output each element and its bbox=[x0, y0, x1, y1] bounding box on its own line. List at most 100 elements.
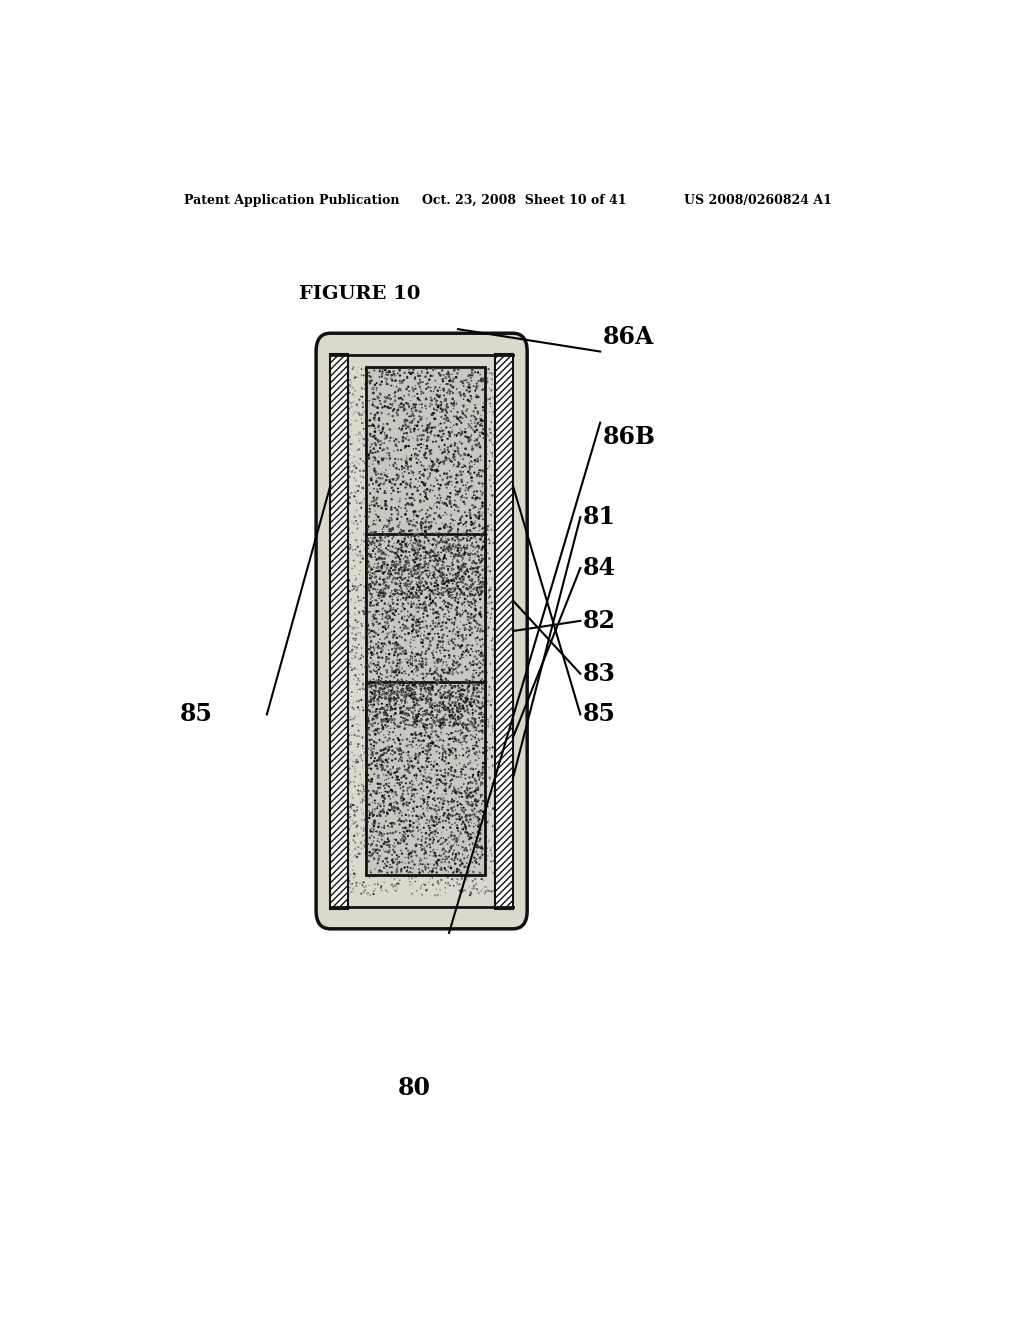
Point bbox=[410, 558, 426, 579]
Point bbox=[441, 671, 458, 692]
Point bbox=[390, 797, 407, 818]
Point bbox=[443, 626, 460, 647]
Point bbox=[425, 834, 441, 855]
Point bbox=[403, 867, 420, 888]
Point bbox=[370, 570, 386, 591]
Point bbox=[393, 583, 410, 605]
Point bbox=[442, 743, 459, 764]
Point bbox=[388, 356, 404, 378]
Point bbox=[446, 392, 463, 413]
Point bbox=[367, 433, 383, 454]
Point bbox=[418, 681, 434, 702]
Point bbox=[410, 535, 426, 556]
Point bbox=[381, 632, 397, 653]
Point bbox=[386, 682, 402, 704]
Point bbox=[416, 675, 432, 696]
Point bbox=[387, 599, 403, 620]
Point bbox=[441, 783, 458, 804]
Point bbox=[370, 722, 386, 743]
Point bbox=[442, 466, 459, 487]
Point bbox=[409, 453, 425, 474]
Point bbox=[411, 701, 427, 722]
Point bbox=[464, 552, 480, 573]
Point bbox=[462, 506, 478, 527]
Point bbox=[420, 780, 436, 801]
Point bbox=[404, 606, 421, 627]
Point bbox=[401, 576, 418, 597]
Point bbox=[422, 594, 438, 615]
Point bbox=[424, 421, 440, 442]
Point bbox=[390, 586, 407, 607]
Point bbox=[368, 566, 384, 587]
Point bbox=[412, 572, 428, 593]
Point bbox=[481, 579, 498, 601]
Point bbox=[459, 482, 475, 503]
Point bbox=[418, 675, 434, 696]
Point bbox=[480, 582, 497, 603]
Point bbox=[435, 424, 452, 445]
Point bbox=[474, 506, 490, 527]
Point bbox=[435, 711, 452, 733]
Point bbox=[386, 536, 402, 557]
Point bbox=[441, 492, 458, 513]
Point bbox=[449, 834, 465, 855]
Point bbox=[459, 858, 475, 879]
Point bbox=[378, 832, 394, 853]
Point bbox=[466, 528, 482, 549]
Point bbox=[432, 455, 449, 477]
Point bbox=[360, 606, 377, 627]
Point bbox=[426, 553, 442, 574]
Point bbox=[425, 447, 441, 469]
Point bbox=[412, 579, 428, 601]
Point bbox=[351, 404, 368, 425]
Point bbox=[378, 408, 394, 429]
Point bbox=[497, 602, 513, 623]
Point bbox=[460, 635, 476, 656]
Point bbox=[376, 775, 392, 796]
Point bbox=[459, 528, 475, 549]
Point bbox=[384, 680, 400, 701]
Point bbox=[425, 763, 441, 784]
Point bbox=[451, 686, 467, 708]
Point bbox=[468, 457, 484, 478]
Point bbox=[356, 436, 373, 457]
Point bbox=[424, 417, 440, 438]
Point bbox=[421, 771, 437, 792]
Point bbox=[458, 449, 474, 470]
Point bbox=[401, 774, 418, 795]
Point bbox=[371, 507, 387, 528]
Point bbox=[427, 602, 443, 623]
Point bbox=[472, 775, 488, 796]
Point bbox=[452, 450, 468, 471]
Point bbox=[464, 593, 480, 614]
Point bbox=[499, 770, 515, 791]
Point bbox=[372, 647, 388, 668]
Point bbox=[349, 659, 366, 680]
Point bbox=[492, 663, 508, 684]
Point bbox=[453, 855, 469, 876]
Point bbox=[408, 779, 424, 800]
Point bbox=[457, 494, 473, 515]
Point bbox=[455, 843, 471, 865]
Point bbox=[412, 467, 428, 488]
Point bbox=[490, 623, 507, 644]
Point bbox=[378, 603, 394, 624]
Point bbox=[416, 619, 432, 640]
Point bbox=[396, 372, 413, 393]
Point bbox=[442, 520, 459, 541]
Point bbox=[360, 746, 377, 767]
Point bbox=[398, 483, 415, 504]
Point bbox=[444, 577, 461, 598]
Point bbox=[460, 721, 476, 742]
Point bbox=[464, 822, 480, 843]
Point bbox=[330, 696, 346, 717]
Point bbox=[337, 737, 353, 758]
Point bbox=[418, 587, 434, 609]
Point bbox=[338, 817, 354, 838]
Point bbox=[456, 569, 472, 590]
Point bbox=[380, 709, 396, 730]
Point bbox=[389, 582, 406, 603]
Point bbox=[384, 799, 400, 820]
Point bbox=[453, 507, 469, 528]
Point bbox=[350, 784, 367, 805]
